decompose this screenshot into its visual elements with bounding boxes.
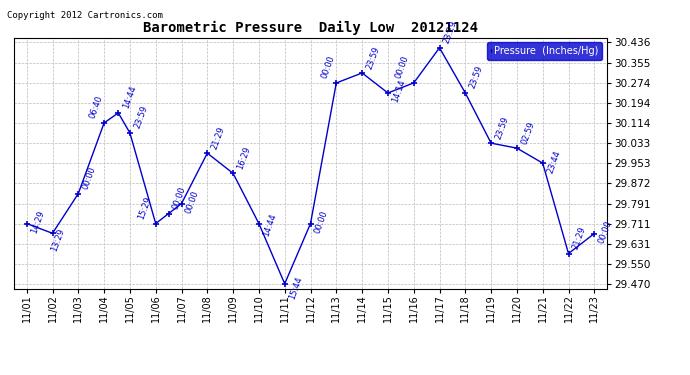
Title: Barometric Pressure  Daily Low  20121124: Barometric Pressure Daily Low 20121124 (143, 21, 478, 35)
Text: 00:00: 00:00 (184, 189, 201, 215)
Text: 16:29: 16:29 (236, 145, 253, 171)
Text: 23:59: 23:59 (494, 115, 511, 140)
Text: Copyright 2012 Cartronics.com: Copyright 2012 Cartronics.com (7, 11, 163, 20)
Text: 21:29: 21:29 (210, 125, 226, 150)
Text: 23:59: 23:59 (365, 45, 382, 70)
Text: 00:00: 00:00 (394, 55, 411, 80)
Text: 00:00: 00:00 (171, 185, 188, 211)
Text: 14:44: 14:44 (121, 85, 137, 110)
Text: 23:44: 23:44 (546, 149, 562, 174)
Text: 13:29: 13:29 (50, 227, 66, 253)
Text: 23:59: 23:59 (468, 64, 484, 90)
Text: 21:29: 21:29 (571, 225, 588, 251)
Text: 00:00: 00:00 (597, 219, 613, 245)
Text: 15:44: 15:44 (288, 275, 304, 300)
Text: 14:14: 14:14 (391, 79, 407, 104)
Text: 14:44: 14:44 (262, 212, 278, 237)
Text: 06:40: 06:40 (88, 94, 104, 120)
Text: 14:29: 14:29 (30, 209, 46, 235)
Legend: Pressure  (Inches/Hg): Pressure (Inches/Hg) (487, 42, 602, 60)
Text: 02:59: 02:59 (520, 120, 536, 146)
Text: 23:29: 23:29 (442, 20, 459, 45)
Text: 00:00: 00:00 (313, 209, 330, 235)
Text: 00:00: 00:00 (81, 165, 98, 191)
Text: 00:00: 00:00 (319, 55, 336, 80)
Text: 23:59: 23:59 (132, 105, 149, 130)
Text: 15:29: 15:29 (136, 195, 153, 221)
